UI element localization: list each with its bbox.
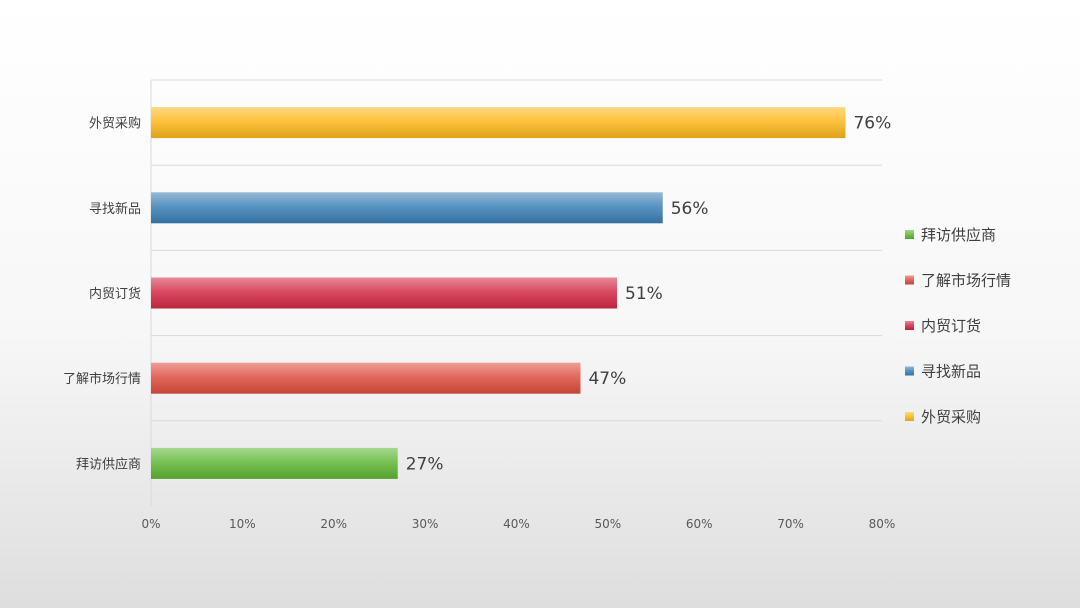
data-label: 76%: [853, 114, 891, 134]
category-label: 寻找新品: [89, 201, 141, 217]
tick-label: 70%: [777, 517, 804, 531]
tick-label: 50%: [595, 517, 622, 531]
legend-swatch: [905, 275, 914, 285]
legend-label: 寻找新品: [921, 363, 981, 381]
legend-swatch: [905, 230, 914, 239]
tick-label: 40%: [503, 517, 530, 531]
data-label: 51%: [625, 284, 663, 304]
bar: [151, 277, 618, 309]
category-label: 了解市场行情: [63, 371, 141, 387]
legend-swatch: [905, 412, 914, 421]
category-label: 内贸订货: [89, 286, 141, 302]
data-label: 56%: [671, 199, 709, 219]
data-label: 27%: [406, 454, 444, 474]
category-label: 外贸采购: [89, 116, 141, 132]
legend-label: 内贸订货: [921, 317, 981, 335]
legend-swatch: [905, 366, 914, 376]
bar: [151, 362, 581, 394]
legend-label: 拜访供应商: [921, 226, 996, 244]
tick-label: 60%: [686, 517, 713, 531]
bar: [151, 447, 398, 479]
tick-label: 10%: [229, 517, 256, 531]
tick-label: 30%: [412, 517, 439, 531]
bar: [151, 192, 663, 224]
tick-label: 0%: [141, 517, 160, 531]
data-label: 47%: [588, 369, 626, 389]
bar: [151, 107, 846, 139]
legend-swatch: [905, 321, 914, 330]
bars: 27% 47% 51% 56% 76%: [151, 107, 891, 479]
tick-label: 20%: [320, 517, 347, 531]
value-axis-labels: 0% 10% 20% 30% 40% 50% 60% 70% 80%: [141, 517, 895, 531]
category-axis-labels: 拜访供应商 了解市场行情 内贸订货 寻找新品 外贸采购: [63, 116, 141, 473]
legend-label: 了解市场行情: [921, 272, 1011, 290]
legend-label: 外贸采购: [921, 408, 981, 426]
category-label: 拜访供应商: [76, 456, 141, 472]
tick-label: 80%: [869, 517, 896, 531]
